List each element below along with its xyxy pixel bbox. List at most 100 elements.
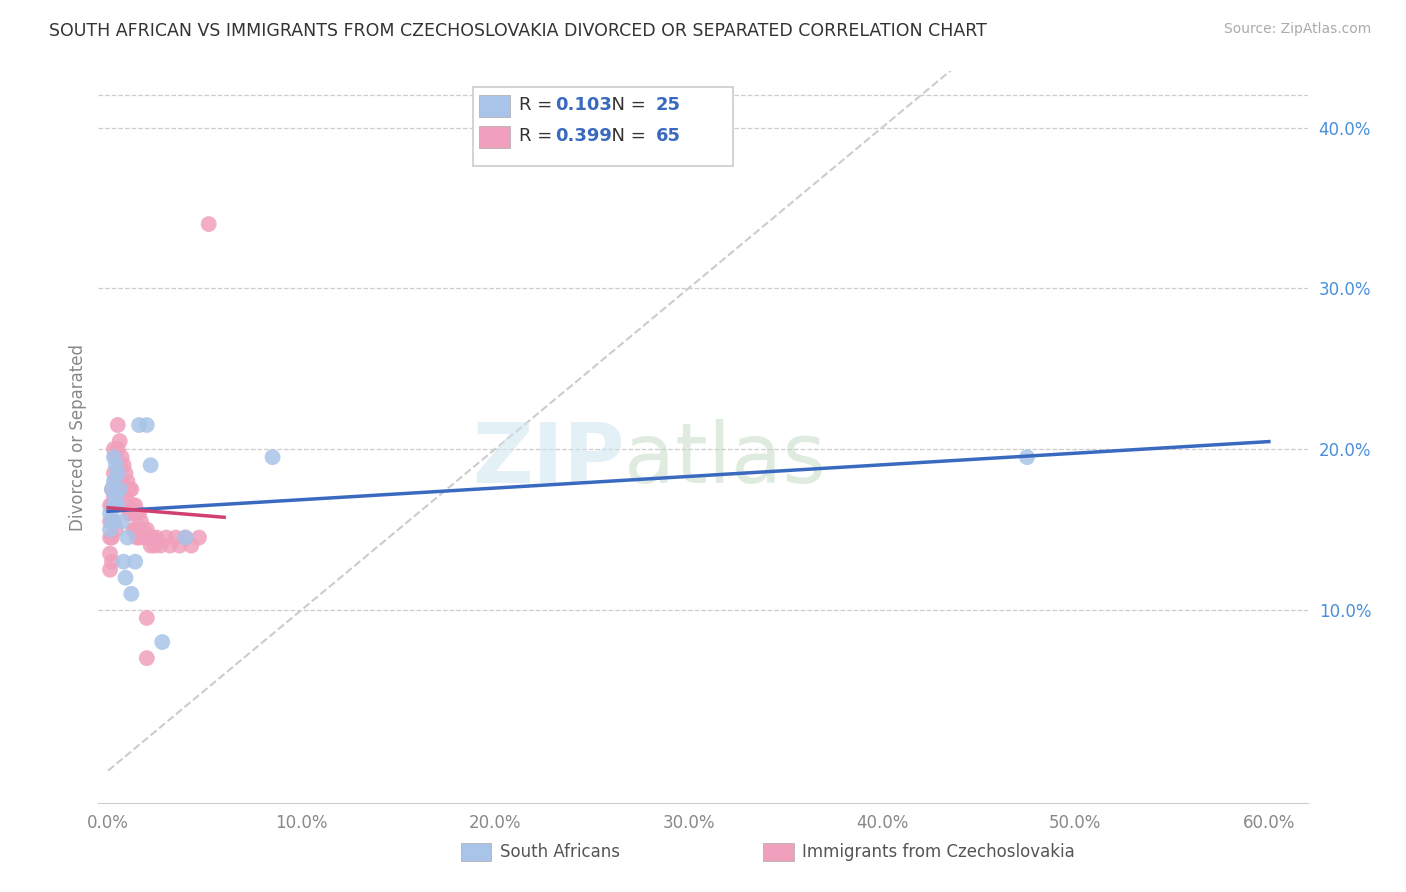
- Text: 0.103: 0.103: [555, 96, 613, 114]
- Point: [150, 635, 173, 649]
- Point: [111, 515, 134, 529]
- Text: Immigrants from Czechoslovakia: Immigrants from Czechoslovakia: [803, 843, 1076, 861]
- Point: [114, 571, 136, 585]
- Text: 65: 65: [655, 128, 681, 145]
- Point: [134, 531, 156, 545]
- Point: [142, 531, 165, 545]
- Point: [111, 475, 134, 489]
- Point: [122, 523, 145, 537]
- Point: [107, 499, 129, 513]
- Point: [120, 587, 142, 601]
- Point: [129, 515, 152, 529]
- Point: [120, 483, 142, 497]
- Point: [104, 523, 127, 537]
- Point: [180, 539, 202, 553]
- Point: [139, 539, 162, 553]
- Point: [104, 499, 127, 513]
- Point: [117, 531, 139, 545]
- Point: [145, 531, 167, 545]
- Point: [98, 507, 121, 521]
- Point: [98, 547, 121, 561]
- Point: [128, 417, 150, 432]
- Text: Source: ZipAtlas.com: Source: ZipAtlas.com: [1223, 22, 1371, 37]
- Point: [107, 467, 129, 481]
- Point: [103, 499, 125, 513]
- Point: [98, 515, 121, 529]
- Point: [135, 651, 157, 665]
- Point: [114, 467, 136, 481]
- Point: [128, 531, 150, 545]
- Point: [165, 531, 187, 545]
- Point: [174, 531, 197, 545]
- FancyBboxPatch shape: [479, 126, 509, 148]
- Point: [104, 458, 127, 473]
- Point: [101, 555, 124, 569]
- Text: N =: N =: [600, 96, 652, 114]
- Text: 25: 25: [655, 96, 681, 114]
- Point: [98, 531, 121, 545]
- Point: [174, 531, 197, 545]
- Point: [149, 539, 172, 553]
- FancyBboxPatch shape: [461, 843, 492, 862]
- Point: [135, 611, 157, 625]
- Point: [108, 483, 131, 497]
- Y-axis label: Divorced or Separated: Divorced or Separated: [69, 343, 87, 531]
- Point: [135, 417, 157, 432]
- Point: [103, 491, 125, 505]
- Point: [98, 523, 121, 537]
- Point: [169, 539, 191, 553]
- Point: [135, 523, 157, 537]
- FancyBboxPatch shape: [763, 843, 794, 862]
- Point: [107, 467, 129, 481]
- Text: R =: R =: [519, 96, 558, 114]
- Point: [117, 475, 139, 489]
- Point: [104, 491, 127, 505]
- Point: [111, 450, 134, 465]
- Point: [108, 434, 131, 449]
- Point: [127, 507, 149, 521]
- Text: 0.399: 0.399: [555, 128, 613, 145]
- Text: SOUTH AFRICAN VS IMMIGRANTS FROM CZECHOSLOVAKIA DIVORCED OR SEPARATED CORRELATIO: SOUTH AFRICAN VS IMMIGRANTS FROM CZECHOS…: [49, 22, 987, 40]
- Text: atlas: atlas: [624, 418, 827, 500]
- Point: [107, 442, 129, 457]
- Point: [101, 515, 124, 529]
- FancyBboxPatch shape: [479, 95, 509, 117]
- Point: [98, 499, 121, 513]
- Point: [112, 555, 135, 569]
- Point: [112, 483, 135, 497]
- Point: [101, 531, 124, 545]
- Point: [128, 507, 150, 521]
- Point: [108, 483, 131, 497]
- Point: [120, 507, 142, 521]
- Point: [139, 458, 162, 473]
- Point: [127, 531, 149, 545]
- Text: N =: N =: [600, 128, 652, 145]
- Point: [118, 507, 141, 521]
- Point: [143, 539, 166, 553]
- Point: [132, 523, 155, 537]
- Point: [118, 483, 141, 497]
- Point: [188, 531, 211, 545]
- Point: [262, 450, 284, 465]
- Point: [138, 531, 160, 545]
- Point: [101, 515, 124, 529]
- Point: [107, 417, 129, 432]
- Point: [103, 475, 125, 489]
- Point: [101, 483, 124, 497]
- Text: R =: R =: [519, 128, 558, 145]
- Point: [104, 450, 127, 465]
- Point: [159, 539, 181, 553]
- Point: [114, 491, 136, 505]
- FancyBboxPatch shape: [474, 87, 734, 167]
- Point: [124, 555, 146, 569]
- Point: [103, 442, 125, 457]
- Point: [103, 515, 125, 529]
- Point: [101, 483, 124, 497]
- Point: [103, 450, 125, 465]
- Point: [101, 499, 124, 513]
- Point: [117, 499, 139, 513]
- Point: [1015, 450, 1038, 465]
- Point: [103, 467, 125, 481]
- Point: [108, 458, 131, 473]
- Point: [104, 475, 127, 489]
